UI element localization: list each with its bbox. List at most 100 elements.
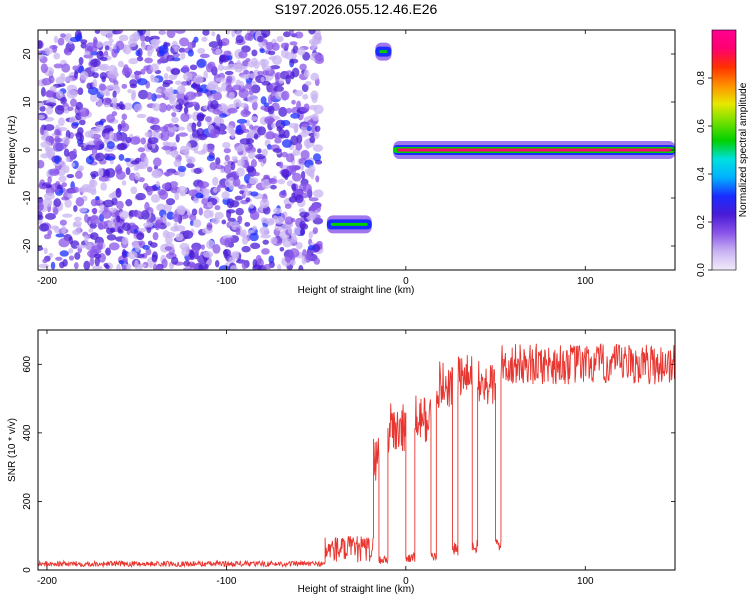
heatmap-cell [103,199,115,208]
heatmap-cell [163,171,173,176]
heatmap-x-axis-label: Height of straight line (km) [298,285,415,296]
heatmap-cell [183,106,189,114]
heatmap-cell [89,58,101,68]
heatmap-cell [288,196,298,203]
heatmap-cell [302,94,309,100]
heatmap-cell [140,42,146,51]
heatmap-cell [281,90,290,101]
heatmap-cell [43,247,48,255]
heatmap-cell [138,89,149,100]
heatmap-cell [133,228,139,234]
heatmap-cell [202,30,210,36]
heatmap-cell [49,45,58,50]
heatmap-cell [189,101,199,107]
heatmap-cell [185,142,192,151]
heatmap-cell [236,159,245,167]
heatmap-cell [145,248,152,256]
heatmap-cell [173,213,181,223]
heatmap-cell [73,205,78,213]
heatmap-cell [250,159,257,168]
heatmap-cell [44,124,55,131]
heatmap-cell [314,53,324,62]
heatmap-cell [103,262,109,268]
heatmap-cell [312,227,319,235]
heatmap-cell [42,184,47,190]
heatmap-feature-main-band [393,141,675,159]
heatmap-cell [218,39,223,50]
heatmap-cell [109,227,116,233]
heatmap-cell [249,210,260,220]
heatmap-cell [98,120,104,126]
heatmap-cell [270,236,278,245]
heatmap-cell [195,192,204,199]
heatmap-cell [62,76,73,82]
heatmap-cell [314,125,321,132]
heatmap-cell [196,120,202,128]
heatmap-cell [209,210,214,218]
heatmap-cell [280,119,291,127]
heatmap-cell [68,255,75,261]
heatmap-cell [245,82,253,90]
heatmap-feature-diffuse-noise [38,30,325,270]
heatmap-cell [257,148,262,154]
heatmap-cell [89,232,99,240]
heatmap-cell [312,33,323,44]
heatmap-cell [224,237,236,243]
heatmap-cell [301,255,307,265]
heatmap-cell [130,91,136,101]
heatmap-cell [166,66,172,72]
heatmap-cell [203,209,212,219]
heatmap-cell [42,258,48,264]
heatmap-cell [311,113,319,122]
heatmap-cell [89,179,95,186]
heatmap-cell [59,219,67,226]
heatmap-cell [300,170,306,180]
heatmap-cell [58,117,65,127]
heatmap-cell [299,228,305,236]
heatmap-cell [294,89,304,97]
heatmap-cell [84,234,89,244]
heatmap-cell [292,172,302,182]
heatmap-cell [54,104,65,115]
heatmap-cell [245,146,256,154]
heatmap-cell [260,76,265,83]
heatmap-cell [136,78,148,86]
heatmap-cell [149,242,158,248]
heatmap-cell [72,148,77,155]
heatmap-cell [278,106,288,117]
heatmap-cell [58,175,67,183]
heatmap-cell [91,208,98,214]
snr-y-axis-label: SNR (10 * v/v) [7,418,18,482]
heatmap-y-ticks: -20 -10 0 10 20 [22,48,675,253]
heatmap-cell [127,251,138,260]
heatmap-cell [111,48,118,58]
heatmap-cell [166,211,175,220]
snr-y-tick-label: 0 [22,567,33,573]
heatmap-cell [38,246,44,252]
heatmap-cell [137,147,145,153]
heatmap-cell [107,70,119,79]
heatmap-cell [122,264,127,270]
heatmap-cell [151,93,157,102]
heatmap-cell [175,104,183,110]
heatmap-cell [134,259,139,270]
heatmap-cell [215,164,224,170]
heatmap-cell [117,60,124,68]
heatmap-cell [181,246,190,257]
heatmap-cell [212,244,221,254]
heatmap-cell [146,185,153,196]
heatmap-cell [232,177,241,187]
heatmap-cell [76,223,82,231]
heatmap-cell [207,201,213,208]
heatmap-cell [226,75,233,83]
heatmap-cell [235,35,244,44]
heatmap-cell [260,234,271,239]
heatmap-cell [191,122,197,133]
heatmap-cell [135,192,146,201]
heatmap-cell [313,257,321,265]
heatmap-cell [95,196,100,201]
heatmap-cell [84,242,93,251]
heatmap-cell [309,136,316,144]
heatmap-cell [285,153,295,163]
